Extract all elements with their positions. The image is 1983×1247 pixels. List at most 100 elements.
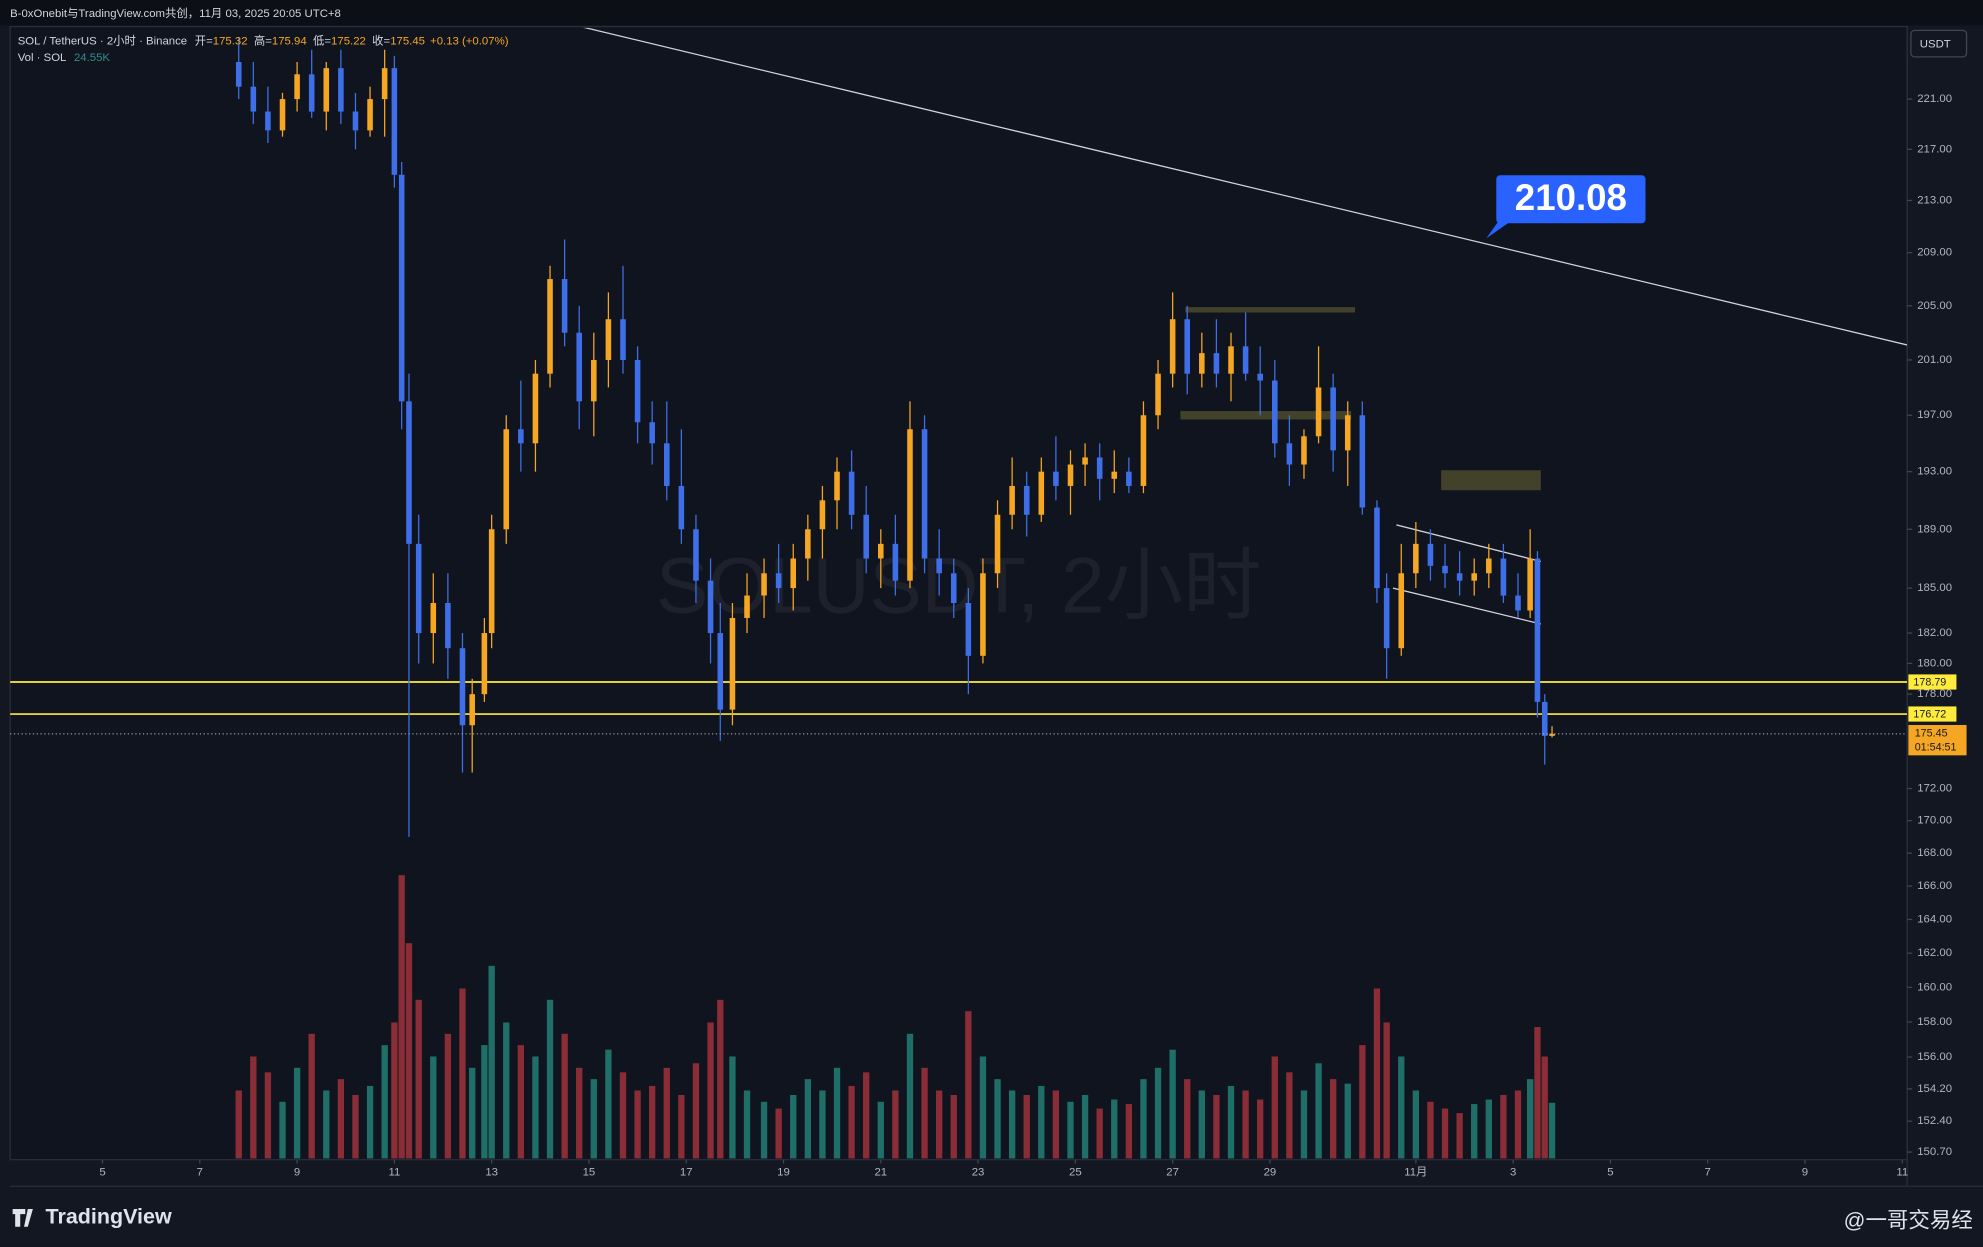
y-tick-label: 193.00 (1917, 466, 1952, 478)
volume-bar (391, 1022, 398, 1159)
y-tick-label: 158.00 (1917, 1016, 1952, 1028)
volume-bar (561, 1033, 568, 1159)
volume-bar (678, 1094, 685, 1159)
volume-bar (1169, 1049, 1176, 1159)
y-tick-label: 168.00 (1917, 847, 1952, 859)
candle-body (620, 319, 626, 360)
candle-body (1242, 346, 1249, 374)
y-tick-label: 178.00 (1917, 688, 1952, 700)
candle-body (1398, 573, 1405, 649)
volume-bar (366, 1085, 374, 1159)
volume-bar (819, 1090, 826, 1159)
ohlc-label: 低= (313, 35, 331, 48)
candle-body (921, 429, 928, 559)
candle-body (907, 429, 913, 581)
volume-bar (1008, 1090, 1016, 1159)
y-tick-label: 172.00 (1917, 782, 1952, 794)
candle-body (1427, 543, 1434, 566)
candle-body (576, 332, 583, 402)
y-tick-label: 162.00 (1917, 947, 1952, 959)
volume-bar (250, 1056, 257, 1159)
candle-body (1471, 573, 1477, 581)
volume-bar (1441, 1108, 1449, 1159)
candle-body (936, 558, 942, 574)
x-tick-label: 13 (485, 1166, 498, 1178)
candle-body (1383, 588, 1390, 649)
volume-bar (1373, 988, 1381, 1159)
volume-bar (503, 1022, 510, 1159)
volume-bar (532, 1056, 539, 1159)
y-tick-label: 180.00 (1917, 657, 1952, 669)
legend-volume: Vol · SOL 24.55K (18, 52, 111, 64)
y-tick-label: 201.00 (1917, 354, 1952, 366)
candle-body (1096, 457, 1103, 479)
volume-bar (1548, 1102, 1556, 1159)
x-tick-label: 21 (874, 1166, 887, 1178)
candle-body (1330, 387, 1336, 451)
candle-body (1199, 353, 1205, 374)
candle-body (1344, 415, 1351, 451)
candle-body (980, 573, 986, 656)
volume-bar (279, 1101, 286, 1159)
candle-body (950, 573, 957, 603)
volume-bar (308, 1033, 315, 1159)
ohlc-label: 开= (195, 36, 213, 48)
candle-body (1515, 595, 1521, 611)
volume-bar (337, 1079, 345, 1159)
candle-body (892, 543, 899, 581)
candle-body (352, 111, 359, 131)
candle-body (1126, 471, 1132, 486)
candle-body (279, 99, 286, 131)
volume-bar (1198, 1090, 1205, 1159)
volume-bar (950, 1094, 957, 1159)
candle-body (1374, 507, 1380, 589)
y-tick-label: 205.00 (1917, 300, 1952, 312)
footer-brand: TradingView (46, 1205, 172, 1229)
volume-bar (1427, 1101, 1434, 1159)
candle-body (863, 514, 869, 559)
y-tick-label: 166.00 (1917, 880, 1952, 892)
volume-bar (863, 1072, 870, 1159)
level-marker (1908, 674, 1957, 690)
candle-body (1038, 471, 1045, 515)
volume-bar (1023, 1094, 1030, 1159)
x-tick-label: 7 (1705, 1166, 1711, 1178)
x-tick-label: 11 (388, 1166, 400, 1178)
x-tick-label: 7 (197, 1166, 203, 1178)
volume-bar (936, 1090, 943, 1159)
volume-bar (1052, 1090, 1060, 1159)
volume-bar (1383, 1022, 1390, 1159)
candle-body (591, 359, 597, 402)
header-title: B-0xOnebit与TradingView.com共创，11月 03, 202… (10, 7, 341, 20)
candle-body (1023, 485, 1030, 515)
volume-value: 24.55K (74, 52, 110, 64)
volume-bar (1359, 1045, 1366, 1159)
volume-bar (1154, 1067, 1162, 1159)
candle-body (235, 62, 242, 87)
x-tick-label: 25 (1069, 1166, 1082, 1178)
candle-body (1184, 319, 1191, 374)
volume-bar (1456, 1113, 1463, 1159)
candle-body (1359, 415, 1366, 508)
candle-body (1169, 319, 1176, 374)
volume-bar (1242, 1090, 1249, 1159)
candle-body (1155, 373, 1161, 416)
candle-body (250, 86, 257, 112)
price-unit: USDT (1920, 38, 1951, 50)
candle-body (265, 111, 271, 131)
volume-bar (729, 1056, 736, 1159)
volume-bar (1471, 1104, 1478, 1159)
volume-bar (1526, 1079, 1534, 1159)
volume-bar (398, 875, 405, 1159)
y-tick-label: 209.00 (1917, 247, 1952, 259)
x-tick-label: 27 (1166, 1166, 1179, 1178)
y-tick-label: 170.00 (1917, 815, 1952, 827)
change: +0.13 (+0.07%) (430, 36, 509, 48)
volume-bar (517, 1045, 525, 1159)
candle-body (430, 602, 437, 634)
callout-label: 210.08 (1515, 177, 1627, 218)
candle-body (775, 573, 782, 589)
y-tick-label: 156.00 (1917, 1051, 1952, 1063)
candle-body (1456, 573, 1463, 581)
volume-bar (430, 1056, 437, 1159)
